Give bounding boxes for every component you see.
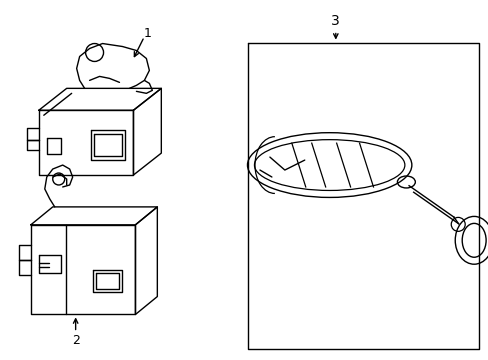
Text: 3: 3 (331, 14, 340, 28)
Text: 1: 1 (143, 27, 151, 40)
Text: 2: 2 (72, 334, 80, 347)
